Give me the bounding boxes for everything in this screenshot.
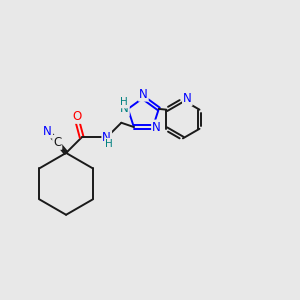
Text: H: H: [120, 98, 128, 107]
Text: H: H: [105, 139, 113, 149]
Text: N: N: [152, 121, 161, 134]
Text: O: O: [73, 110, 82, 123]
Text: N: N: [120, 102, 129, 116]
Text: N: N: [102, 131, 111, 144]
Text: N: N: [139, 88, 148, 101]
Text: C: C: [53, 136, 61, 149]
Text: N: N: [43, 124, 52, 138]
Text: N: N: [183, 92, 192, 105]
